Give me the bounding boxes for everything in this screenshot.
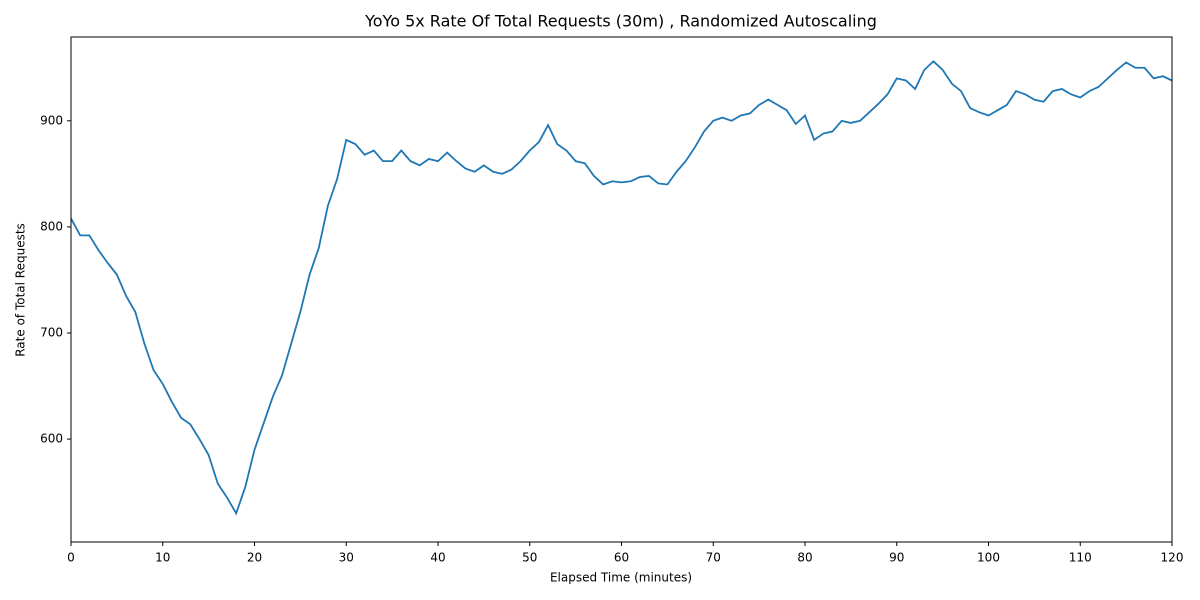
y-tick-label: 600 (40, 432, 63, 446)
x-tick-label: 30 (339, 551, 354, 565)
y-axis-label: Rate of Total Requests (14, 223, 28, 357)
y-tick-label: 800 (40, 219, 63, 233)
x-tick-label: 10 (155, 551, 170, 565)
x-tick-label: 20 (247, 551, 262, 565)
x-tick-label: 80 (797, 551, 812, 565)
chart-title: YoYo 5x Rate Of Total Requests (30m) , R… (364, 12, 877, 31)
x-tick-label: 0 (67, 551, 75, 565)
x-axis-label: Elapsed Time (minutes) (550, 571, 692, 585)
x-tick-label: 40 (430, 551, 445, 565)
y-tick-label: 900 (40, 113, 63, 127)
data-line (70, 60, 1173, 516)
x-tick-label: 50 (522, 551, 537, 565)
x-tick-label: 110 (1069, 551, 1092, 565)
x-tick-label: 120 (1161, 551, 1184, 565)
x-tick-label: 100 (977, 551, 1000, 565)
x-tick-label: 70 (706, 551, 721, 565)
y-tick-label: 700 (40, 325, 63, 339)
x-tick-label: 60 (614, 551, 629, 565)
x-tick-label: 90 (889, 551, 904, 565)
plot-frame (70, 36, 1173, 543)
